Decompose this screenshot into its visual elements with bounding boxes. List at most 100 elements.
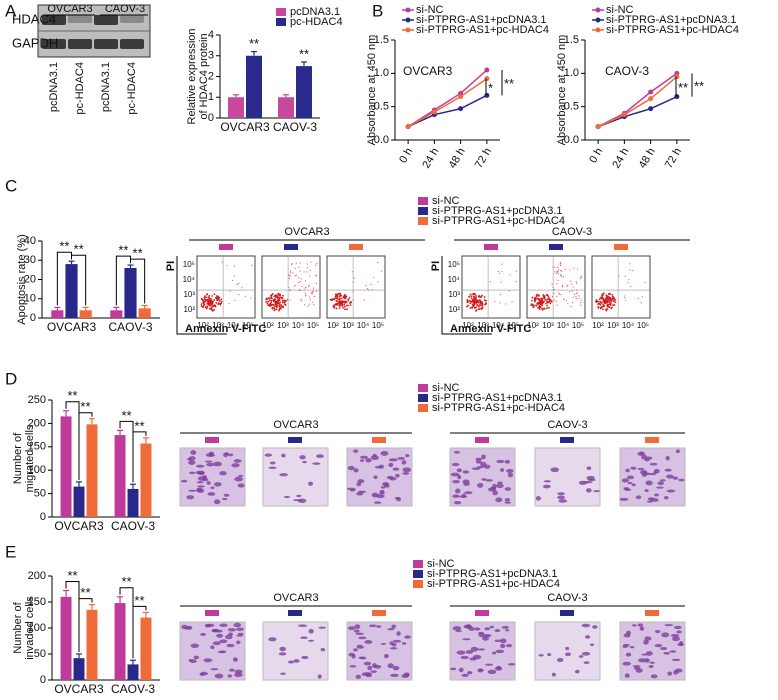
legend-label: si-PTPRG-AS1+pcDNA3.1 [416, 14, 547, 26]
cell [279, 646, 286, 652]
cell [637, 623, 644, 627]
cell [373, 501, 382, 504]
cell [401, 460, 407, 465]
flow-x-tick: 10⁵ [572, 321, 584, 330]
flow-dot [470, 297, 473, 299]
flow-dot [614, 299, 617, 301]
cell [363, 661, 372, 666]
significance: ** [134, 593, 144, 608]
flow-dot [208, 299, 211, 302]
cell [200, 632, 207, 636]
flow-dot [511, 301, 513, 303]
y-axis-label: Relative expression [186, 29, 198, 125]
flow-dot [316, 263, 318, 265]
cell [666, 489, 676, 493]
flow-dot [571, 290, 573, 292]
flow-dot [288, 275, 291, 277]
flow-dot [310, 261, 312, 264]
y-tick-label: 100 [28, 464, 46, 476]
flow-dot [268, 297, 271, 300]
cell [299, 455, 306, 460]
cell [631, 483, 636, 487]
cell [354, 624, 361, 629]
flow-dot [501, 263, 503, 265]
cell [203, 658, 213, 663]
cell [351, 654, 356, 659]
flow-dot [342, 306, 345, 309]
x-tick-label: OVCAR3 [47, 320, 97, 334]
flow-dot [552, 286, 554, 288]
cell [236, 634, 244, 637]
flow-dot [610, 307, 613, 310]
legend-label: si-NC [427, 558, 455, 570]
flow-dot [346, 308, 348, 311]
flow-dot [618, 275, 620, 277]
flow-dot [557, 279, 559, 282]
flow-dot [229, 290, 231, 292]
flow-dot [605, 294, 608, 297]
cell [365, 672, 373, 678]
flow-dot [575, 298, 577, 300]
flow-dot [578, 295, 580, 297]
significance: ** [678, 80, 688, 95]
flow-dot [281, 297, 284, 300]
blot-band [42, 39, 66, 49]
point [648, 89, 654, 95]
flow-dot [560, 275, 562, 277]
cell [211, 629, 219, 633]
cell [585, 635, 591, 639]
y-tick-label: 0 [40, 511, 46, 523]
cell [308, 628, 314, 634]
flow-y-tick: 10² [183, 305, 195, 314]
cell [593, 490, 600, 493]
cell [639, 626, 645, 631]
cell [397, 456, 405, 460]
flow-dot [509, 274, 511, 276]
legend-swatch [418, 394, 428, 402]
legend-marker [405, 7, 411, 13]
flow-dot [480, 296, 483, 298]
cell [190, 643, 200, 649]
cell [205, 623, 215, 627]
flow-x-tick: 10⁴ [622, 321, 635, 330]
point [431, 109, 437, 115]
cell [355, 674, 362, 679]
cell [347, 626, 356, 631]
group-label: OVCAR3 [273, 419, 318, 431]
flow-dot [373, 276, 375, 278]
flow-dot [231, 279, 234, 281]
flow-x-tick: 10⁴ [557, 321, 570, 330]
cell [196, 481, 204, 484]
cell [404, 635, 411, 639]
cell [505, 629, 510, 632]
group-swatch [549, 244, 563, 250]
flow-dot [641, 296, 643, 298]
group-swatch [645, 610, 659, 616]
blot-protein: GAPDH [12, 35, 58, 50]
flow-dot [597, 303, 599, 306]
legend-swatch [418, 207, 428, 215]
cell [401, 642, 407, 645]
blot-protein: HDAC4 [12, 11, 56, 26]
flow-dot [598, 298, 601, 301]
flow-dot [533, 299, 536, 301]
significance: ** [118, 243, 128, 258]
flow-dot [205, 293, 208, 296]
flow-dot [504, 303, 507, 305]
cell [592, 625, 598, 629]
flow-dot [207, 301, 210, 304]
line [597, 72, 678, 128]
flow-dot [295, 262, 297, 264]
cell [387, 627, 395, 631]
flow-dot [268, 299, 271, 302]
flow-dot [343, 305, 346, 308]
significance: ** [134, 418, 144, 433]
flow-dot [305, 295, 307, 297]
flow-dot [313, 303, 315, 306]
flow-dot [298, 267, 300, 269]
y-axis-label: Apoptosis rate (%) [16, 234, 28, 324]
flow-dot [542, 296, 545, 298]
cell [669, 650, 677, 653]
flow-dot [612, 304, 615, 306]
cell [622, 661, 632, 666]
